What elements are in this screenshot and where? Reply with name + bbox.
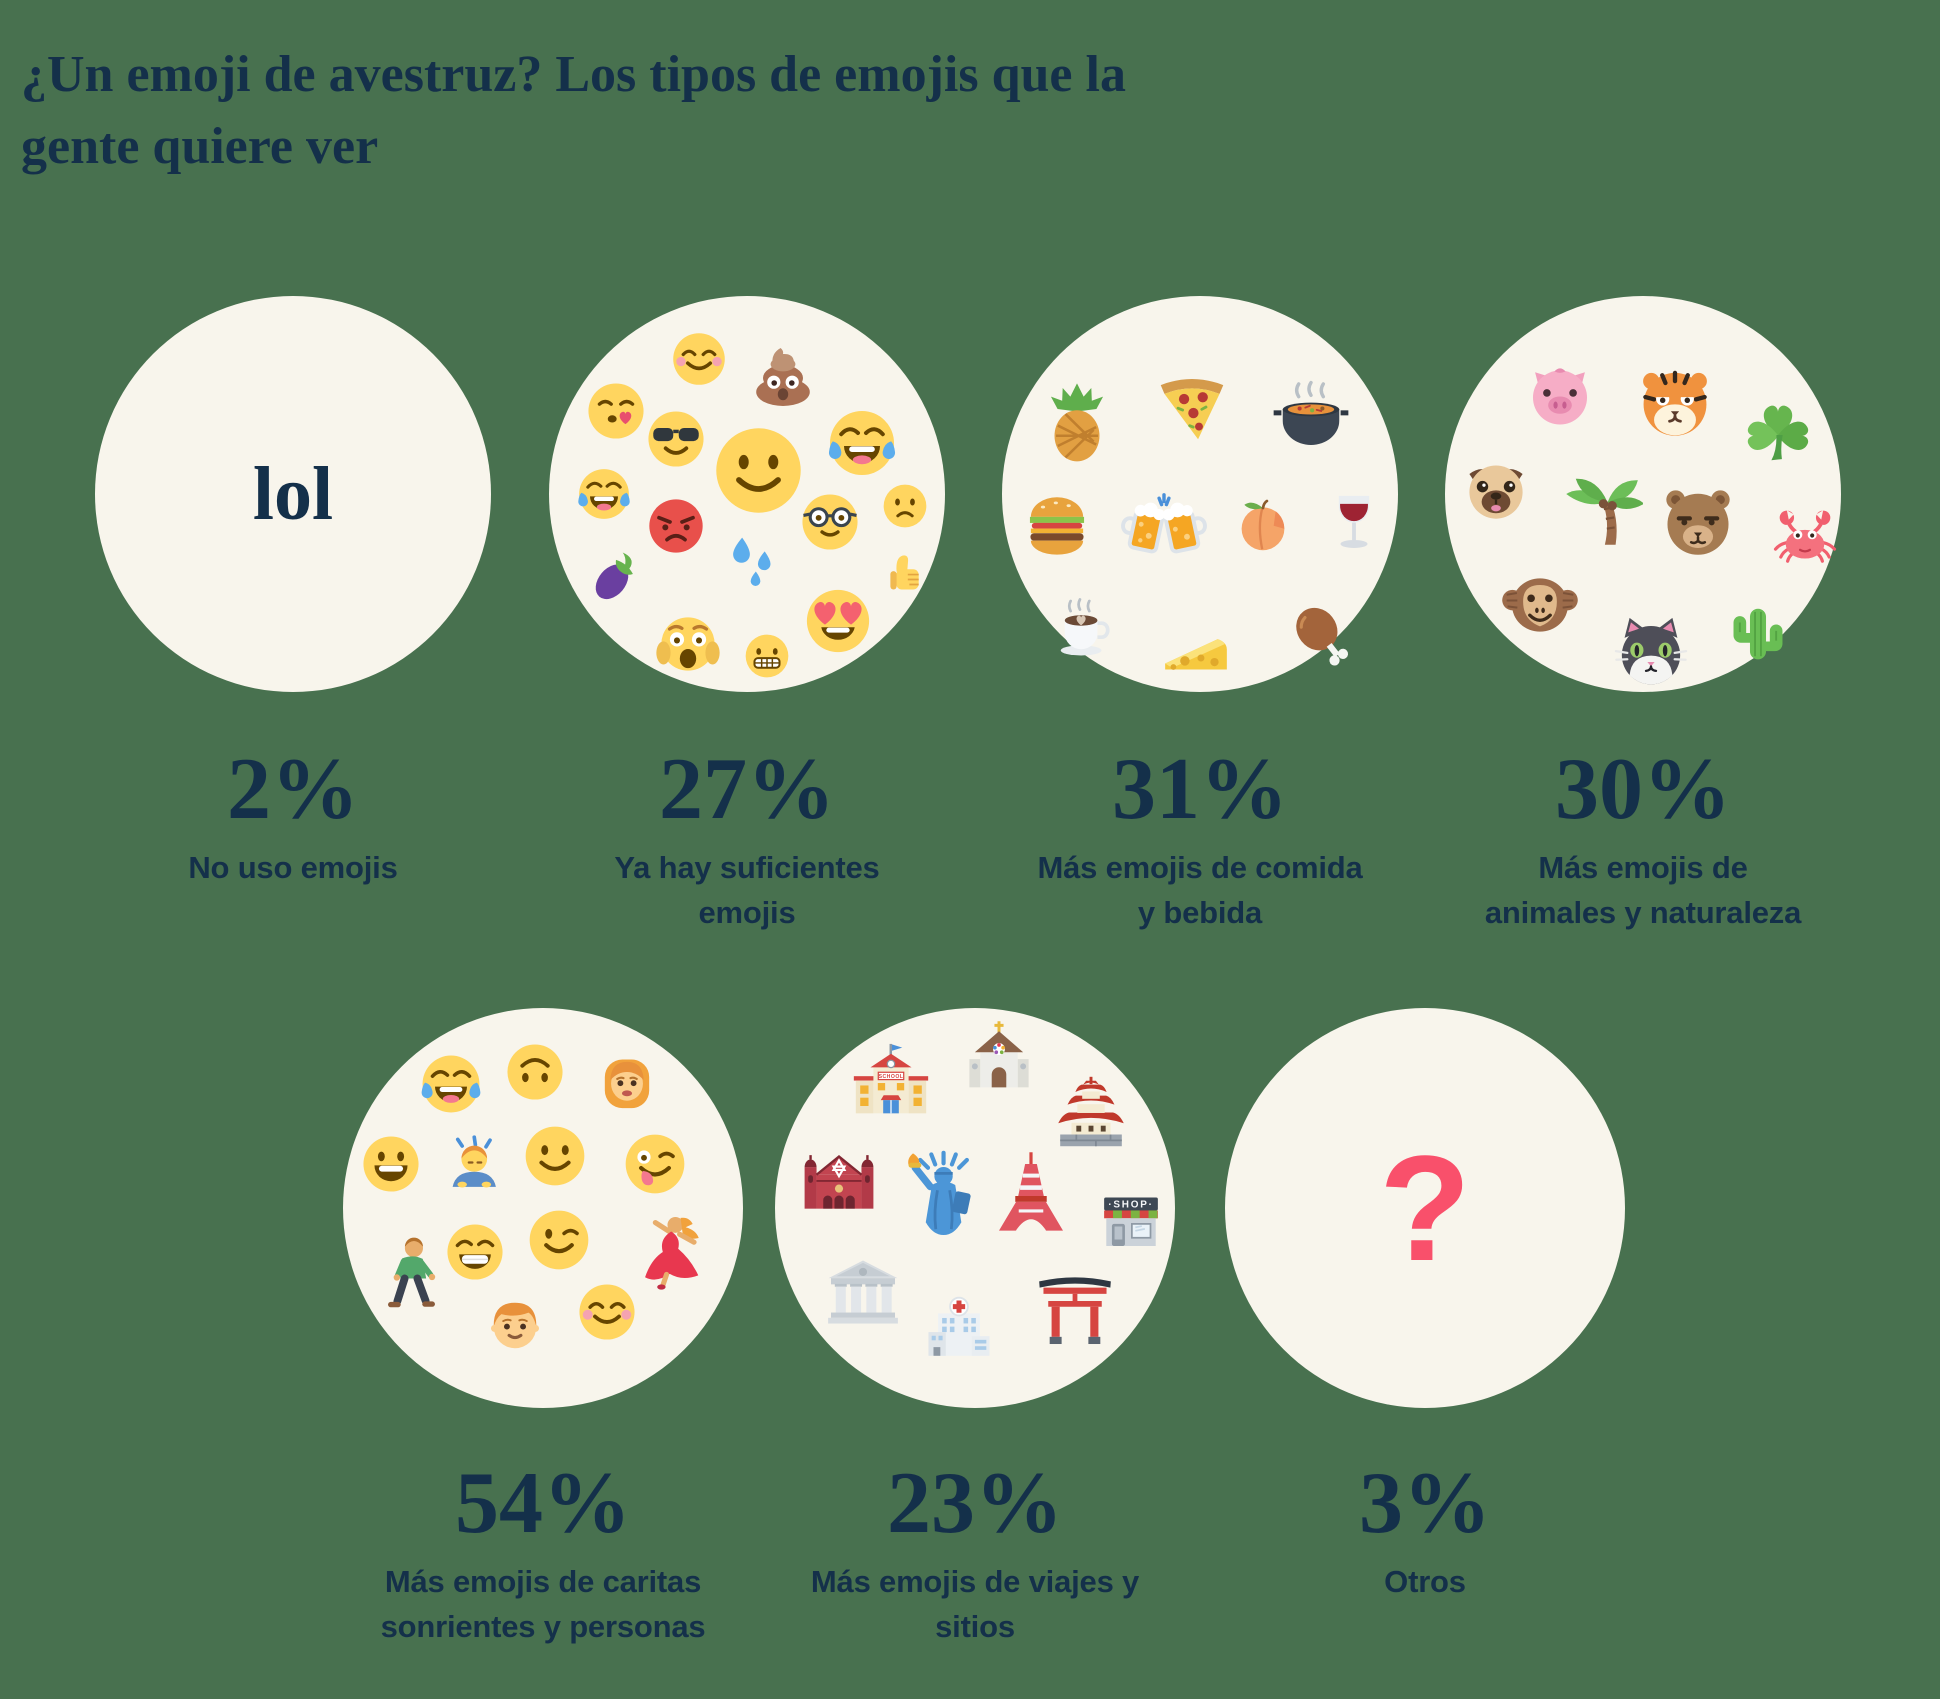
- wine-icon: [1316, 484, 1392, 560]
- face-blush-icon: [576, 1281, 638, 1343]
- page-title: ¿Un emoji de avestruz? Los tipos de emoj…: [21, 39, 1441, 183]
- eggplant-icon: [584, 545, 648, 609]
- percent-value: 31%: [1112, 741, 1288, 838]
- person-bow-icon: [442, 1131, 508, 1197]
- percent-value: 27%: [659, 741, 835, 838]
- drumstick-icon: [1283, 597, 1363, 677]
- face-joy-icon: [576, 466, 632, 522]
- beers-icon: [1120, 486, 1208, 574]
- hospital-icon: [918, 1287, 1000, 1369]
- face-upside-down-icon: [504, 1041, 566, 1103]
- japanese-castle-icon: [1047, 1068, 1135, 1156]
- peach-icon: [1228, 487, 1298, 557]
- category-label: Más emojis de caritas sonrientes y perso…: [380, 1564, 706, 1644]
- monkey-icon: [1500, 565, 1580, 645]
- percent-value: 3%: [1359, 1455, 1491, 1552]
- food-drink-circle: [1002, 296, 1398, 692]
- pineapple-icon: [1031, 377, 1123, 469]
- travel-places-circle: [775, 1008, 1175, 1408]
- tokyo-tower-icon: [983, 1148, 1079, 1244]
- percent-value: 2%: [227, 741, 359, 838]
- page-title-line-1: ¿Un emoji de avestruz? Los tipos de emoj…: [21, 45, 1126, 103]
- category-label: Otros: [1384, 1564, 1466, 1599]
- cheese-icon: [1159, 607, 1233, 681]
- face-tongue-wink-icon: [622, 1131, 688, 1197]
- face-nerd-icon: [799, 491, 861, 553]
- smileys-people-circle: [343, 1008, 743, 1408]
- enough-emojis-circle: [549, 296, 945, 692]
- tiger-icon: [1634, 362, 1716, 444]
- face-smile-icon: [711, 423, 806, 518]
- animals-nature-circle: [1445, 296, 1841, 692]
- percent-value: 30%: [1555, 741, 1731, 838]
- palm-tree-icon: [1555, 470, 1643, 558]
- crab-icon: [1771, 500, 1839, 568]
- percent-value: 54%: [455, 1455, 631, 1552]
- torii-icon: [1032, 1269, 1118, 1355]
- face-joy-icon: [826, 407, 898, 479]
- no-emojis-circle: lol: [95, 296, 491, 692]
- face-joy-icon: [419, 1052, 483, 1116]
- question-mark-text: ?: [1379, 1123, 1471, 1292]
- classical-building-icon: [820, 1249, 906, 1335]
- lol-text: lol: [252, 451, 334, 536]
- hamburger-icon: [1015, 480, 1099, 564]
- man-walking-icon: [367, 1232, 455, 1320]
- synagogue-icon: [796, 1137, 882, 1223]
- cactus-icon: [1720, 595, 1796, 671]
- category-label: Ya hay suficientes emojis: [614, 850, 880, 930]
- church-icon: [958, 1019, 1040, 1101]
- face-grin-teeth-icon: [444, 1221, 506, 1283]
- sweat-drops-icon: [722, 532, 780, 590]
- clover-icon: [1743, 400, 1813, 470]
- woman-icon: [592, 1049, 662, 1119]
- pug-icon: [1458, 452, 1534, 528]
- category-label: No uso emojis: [188, 850, 398, 885]
- face-angry-icon: [646, 496, 706, 556]
- shop-icon: [1092, 1181, 1170, 1259]
- face-sunglasses-icon: [645, 408, 707, 470]
- face-grin-icon: [360, 1133, 422, 1195]
- face-smile-icon: [522, 1123, 588, 1189]
- cat-icon: [1610, 611, 1692, 693]
- face-wink-icon: [526, 1207, 592, 1273]
- face-kiss-icon: [585, 380, 647, 442]
- pizza-icon: [1150, 365, 1234, 449]
- pot-of-food-icon: [1270, 378, 1352, 460]
- others-circle: ?: [1225, 1008, 1625, 1408]
- bear-icon: [1657, 481, 1739, 563]
- face-frown-icon: [881, 482, 929, 530]
- thumbs-up-icon: [877, 545, 933, 601]
- statue-of-liberty-icon: [893, 1150, 993, 1250]
- coffee-icon: [1050, 594, 1120, 664]
- face-grimace-icon: [743, 632, 791, 680]
- face-blush-icon: [670, 330, 728, 388]
- school-icon: [847, 1040, 935, 1128]
- percent-value: 23%: [887, 1455, 1063, 1552]
- face-scream-icon: [656, 612, 720, 676]
- pig-icon: [1522, 357, 1598, 433]
- page-title-line-2: gente quiere ver: [21, 117, 379, 175]
- category-label: Más emojis de comida y bebida: [1037, 850, 1363, 930]
- category-label: Más emojis de animales y naturaleza: [1484, 850, 1802, 930]
- category-label: Más emojis de viajes y sitios: [810, 1564, 1140, 1644]
- face-heart-eyes-icon: [803, 586, 873, 656]
- boy-icon: [482, 1291, 548, 1357]
- poop-icon: [747, 339, 819, 411]
